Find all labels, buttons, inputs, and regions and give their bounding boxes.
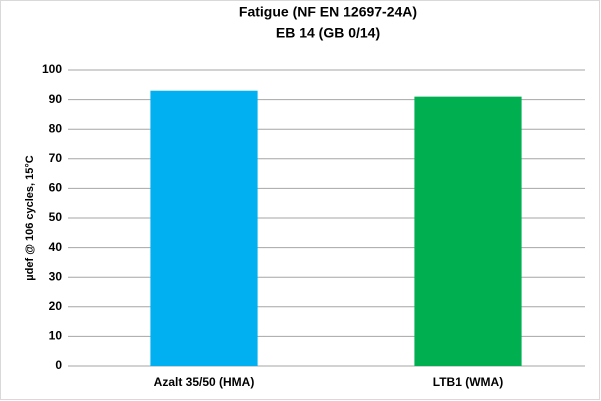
chart-title: Fatigue (NF EN 12697-24A) — [239, 4, 417, 20]
x-tick-label: Azalt 35/50 (HMA) — [154, 375, 255, 389]
y-tick-label: 50 — [49, 210, 63, 224]
bar — [150, 90, 258, 366]
y-axis-label: µdef @ 106 cycles, 15°C — [24, 155, 36, 280]
y-tick-label: 80 — [49, 121, 63, 135]
y-tick-label: 0 — [55, 358, 62, 372]
y-tick-label: 70 — [49, 151, 63, 165]
y-tick-label: 30 — [49, 269, 63, 283]
bar — [414, 96, 522, 366]
x-tick-label: LTB1 (WMA) — [433, 375, 503, 389]
chart-subtitle: EB 14 (GB 0/14) — [276, 25, 380, 41]
y-tick-label: 100 — [42, 62, 62, 76]
y-tick-label: 40 — [49, 240, 63, 254]
y-tick-label: 90 — [49, 92, 63, 106]
y-tick-label: 20 — [49, 299, 63, 313]
y-tick-label: 60 — [49, 181, 63, 195]
y-tick-label: 10 — [49, 329, 63, 343]
